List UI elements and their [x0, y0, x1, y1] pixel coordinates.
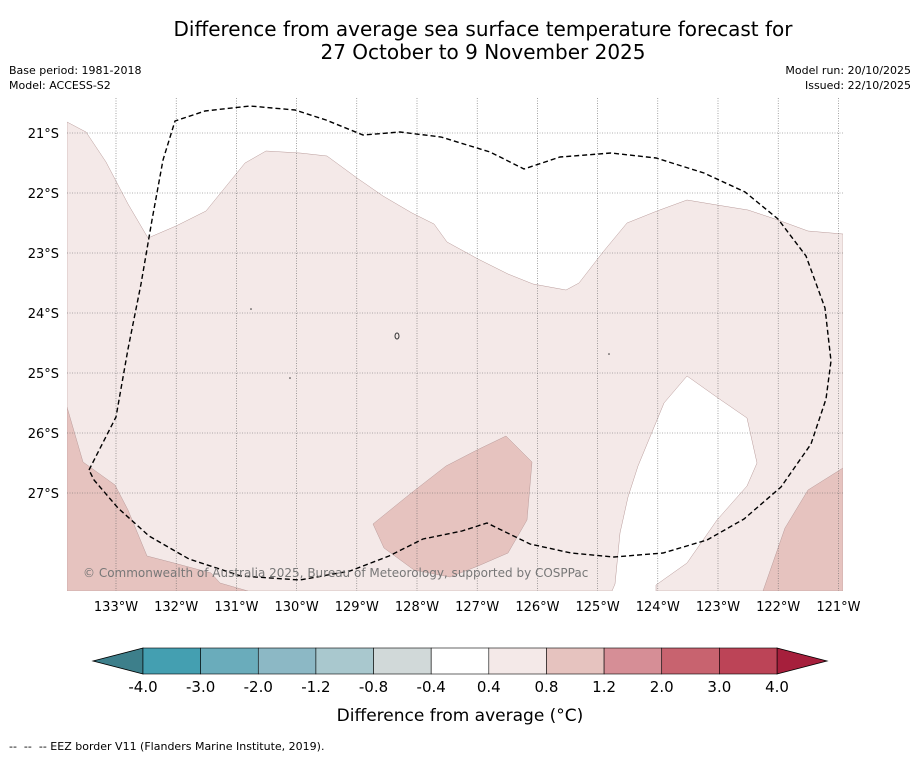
colorbar-segment	[661, 647, 720, 675]
colorbar-segment	[488, 647, 547, 675]
latitude-label: 24°S	[28, 307, 59, 322]
colorbar-segment	[373, 647, 432, 675]
colorbar-segment	[315, 647, 374, 675]
model-info: Base period: 1981-2018 Model: ACCESS-S2	[9, 63, 141, 93]
colorbar-tick-label: 0.4	[477, 678, 501, 696]
colorbar-under-arrow	[91, 647, 144, 675]
colorbar-segment	[142, 647, 201, 675]
island-marker	[394, 332, 400, 340]
colorbar-tick-label: 1.2	[592, 678, 616, 696]
latitude-label: 21°S	[28, 127, 59, 142]
colorbar-segment	[719, 647, 778, 675]
colorbar-tick-label: -4.0	[128, 678, 157, 696]
latitude-label: 23°S	[28, 247, 59, 262]
colorbar: -4.0 -3.0 -2.0 -1.2 -0.8 -0.4 0.4 0.8 1.2 2.0 3.0 4…	[91, 647, 829, 726]
longitude-label: 132°W	[154, 600, 198, 615]
map-area: © Commonwealth of Australia 2025, Bureau…	[67, 98, 843, 591]
island-marker	[250, 308, 252, 310]
anomaly-region-0.8-1.2	[762, 467, 843, 591]
base-period: Base period: 1981-2018	[9, 64, 142, 77]
title-line-1: Difference from average sea surface temp…	[173, 17, 793, 41]
colorbar-tick-label: 4.0	[765, 678, 789, 696]
latitude-label: 26°S	[28, 427, 59, 442]
model-run-date: Model run: 20/10/2025	[785, 64, 911, 77]
colorbar-segment	[430, 647, 490, 675]
colorbar-tick-label: -2.0	[244, 678, 273, 696]
longitude-label: 125°W	[576, 600, 620, 615]
longitude-label: 124°W	[636, 600, 680, 615]
title-line-2: 27 October to 9 November 2025	[320, 40, 646, 64]
colorbar-tick-label: -0.8	[359, 678, 388, 696]
longitude-label: 128°W	[395, 600, 439, 615]
longitude-label: 129°W	[335, 600, 379, 615]
longitude-label: 133°W	[94, 600, 138, 615]
anomaly-region-0.8-1.2	[372, 435, 533, 578]
footnote: -- -- -- EEZ border V11 (Flanders Marine…	[9, 740, 325, 753]
island-marker	[608, 353, 610, 355]
colorbar-segment	[257, 647, 317, 675]
model-name: Model: ACCESS-S2	[9, 79, 111, 92]
colorbar-label: Difference from average (°C)	[337, 706, 584, 726]
latitude-label: 25°S	[28, 367, 59, 382]
colorbar-tick-label: -0.4	[417, 678, 446, 696]
longitude-label: 130°W	[275, 600, 319, 615]
colorbar-segment	[603, 647, 663, 675]
longitude-label: 131°W	[214, 600, 258, 615]
latitude-label: 27°S	[28, 487, 59, 502]
run-info: Model run: 20/10/2025 Issued: 22/10/2025	[785, 63, 911, 93]
colorbar-segment	[546, 647, 605, 675]
longitude-label: 126°W	[515, 600, 559, 615]
longitude-label: 121°W	[816, 600, 860, 615]
island-marker	[289, 377, 291, 379]
colorbar-over-arrow	[776, 647, 829, 675]
issued-date: Issued: 22/10/2025	[804, 79, 911, 92]
colorbar-segment	[200, 647, 259, 675]
longitude-label: 122°W	[756, 600, 800, 615]
latitude-label: 22°S	[28, 187, 59, 202]
longitude-label: 123°W	[696, 600, 740, 615]
copyright-text: © Commonwealth of Australia 2025, Bureau…	[83, 566, 588, 580]
chart-title: Difference from average sea surface temp…	[0, 18, 919, 64]
colorbar-tick-label: 2.0	[650, 678, 674, 696]
latitude-labels: 21°S 22°S 23°S 24°S 25°S 26°S 27°S	[28, 127, 59, 502]
longitude-labels: 133°W 132°W 131°W 130°W 129°W 128°W 127°W 126°W…	[94, 600, 861, 615]
colorbar-tick-label: 3.0	[707, 678, 731, 696]
anomaly-region-0.8-1.2	[67, 406, 249, 591]
longitude-label: 127°W	[455, 600, 499, 615]
colorbar-tick-label: -1.2	[301, 678, 330, 696]
anomaly-region-0.4-0.8	[67, 121, 843, 591]
gridlines	[67, 98, 843, 591]
colorbar-tick-label: 0.8	[535, 678, 559, 696]
colorbar-tick-label: -3.0	[186, 678, 215, 696]
